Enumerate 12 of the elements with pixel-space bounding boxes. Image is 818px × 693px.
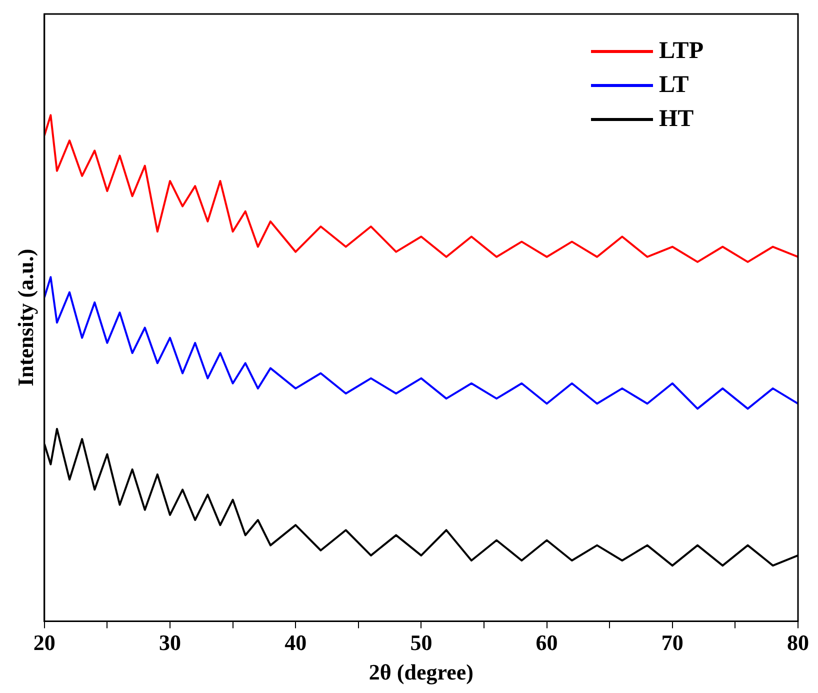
legend-label: LT [659, 72, 689, 98]
x-tick-label: 50 [410, 630, 432, 656]
y-axis-title: Intensity (a.u.) [12, 248, 38, 386]
x-tick-label: 80 [787, 630, 809, 656]
x-tick-label: 70 [661, 630, 684, 656]
x-tick-label: 60 [536, 630, 558, 656]
x-tick-label: 40 [284, 630, 307, 656]
x-tick-label: 30 [159, 630, 181, 656]
legend-label: LTP [659, 38, 704, 64]
legend-label: HT [659, 106, 694, 132]
x-tick-label: 20 [33, 630, 56, 656]
x-axis-title: 2θ (degree) [368, 659, 474, 684]
